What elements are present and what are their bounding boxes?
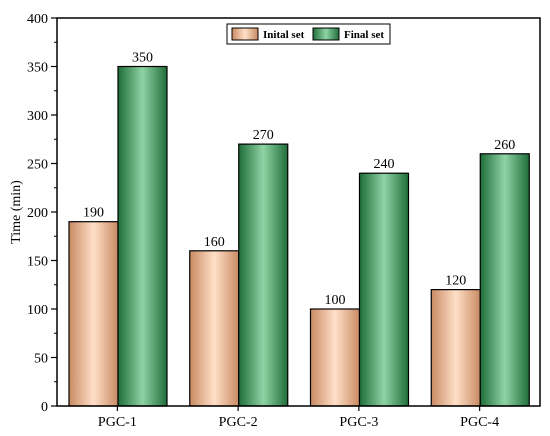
x-tick-label: PGC-4 [460, 415, 499, 430]
bar-inital-set-pgc-4 [430, 289, 481, 407]
legend-box [226, 23, 391, 45]
legend-label: Final set [344, 29, 384, 41]
bar-final-set-pgc-3 [358, 172, 410, 407]
legend-label: Inital set [263, 29, 305, 41]
y-tick-label: 200 [27, 206, 48, 221]
data-labels-group: 190 350 160 270 100 240 120 260 [83, 51, 515, 309]
x-tick-label: PGC-1 [98, 415, 137, 430]
y-tick-label: 0 [41, 400, 48, 415]
legend: Inital set Final set [226, 23, 391, 45]
data-label: 190 [83, 206, 104, 221]
data-label: 350 [132, 51, 153, 66]
legend-swatch [231, 27, 259, 41]
data-label: 160 [204, 235, 225, 250]
x-axis: PGC-1 PGC-2 PGC-3 PGC-4 [98, 406, 499, 430]
bar-final-set-pgc-1 [117, 65, 168, 407]
data-label: 240 [374, 157, 395, 172]
data-label: 100 [325, 293, 346, 308]
bar-inital-set-pgc-3 [309, 308, 361, 407]
legend-swatch [312, 27, 340, 41]
y-tick-label: 150 [27, 255, 48, 270]
y-tick-label: 250 [27, 158, 48, 173]
data-label: 260 [494, 138, 515, 153]
x-tick-label: PGC-2 [219, 415, 258, 430]
y-tick-label: 300 [27, 109, 48, 124]
y-tick-label: 50 [34, 352, 48, 367]
bar-inital-set-pgc-1 [68, 221, 119, 407]
y-tick-label: 400 [27, 12, 48, 27]
bar-final-set-pgc-4 [479, 153, 530, 407]
bars-group [68, 65, 530, 407]
data-label: 120 [445, 274, 466, 289]
y-axis-title: Time (min) [9, 180, 24, 244]
y-tick-label: 100 [27, 303, 48, 318]
y-tick-label: 350 [27, 61, 48, 76]
y-axis: 0 50 100 150 200 250 300 350 400 [27, 12, 57, 415]
data-label: 270 [253, 128, 274, 143]
x-tick-label: PGC-3 [339, 415, 378, 430]
bar-inital-set-pgc-2 [189, 250, 240, 407]
bar-final-set-pgc-2 [238, 143, 289, 407]
